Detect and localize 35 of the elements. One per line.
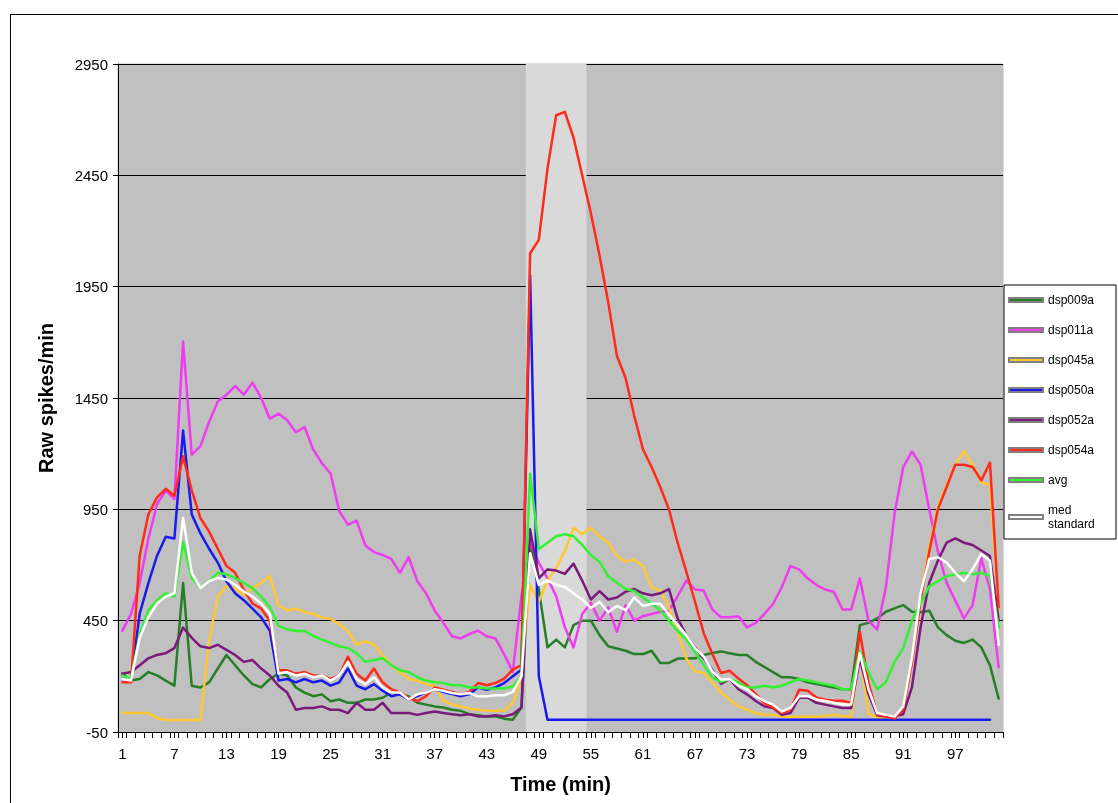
x-tick-label: 7 [170,745,179,762]
legend-label: dsp054a [1048,443,1095,457]
legend-label: dsp050a [1048,383,1095,397]
x-tick-label: 49 [530,745,548,762]
x-tick-label: 37 [426,745,444,762]
legend-label: dsp052a [1048,413,1095,427]
legend-label: dsp011a [1048,323,1094,337]
x-tick-label: 67 [686,745,704,762]
x-tick-label: 55 [582,745,600,762]
y-tick-label: 2950 [74,55,108,73]
x-tick-label: 73 [738,745,756,762]
y-tick-label: 2450 [74,166,108,184]
legend-label: dsp009a [1048,293,1095,307]
legend-label: med standard [1048,503,1095,531]
y-tick-label: 950 [82,500,108,518]
x-tick-label: 43 [478,745,496,762]
x-tick-label: 79 [790,745,808,762]
y-tick-label: 450 [82,612,108,630]
y-tick-label: 1950 [74,278,108,296]
x-tick-label: 91 [894,745,912,762]
x-tick-label: 97 [946,745,964,762]
x-tick-label: 1 [118,745,127,762]
legend-label: avg [1048,473,1068,487]
x-tick-label: 13 [218,745,235,762]
x-axis-title: Time (min) [510,773,611,795]
y-axis-title: Raw spikes/min [35,322,57,474]
x-tick-label: 19 [270,745,287,762]
x-tick-label: 61 [634,745,652,762]
y-tick-label: 1450 [74,389,108,407]
legend-label: dsp045a [1048,353,1095,367]
x-tick-label: 31 [374,745,391,762]
y-tick-label: -50 [86,723,108,741]
line-series [121,340,1000,674]
x-tick-label: 25 [322,745,339,762]
x-tick-label: 85 [842,745,860,762]
